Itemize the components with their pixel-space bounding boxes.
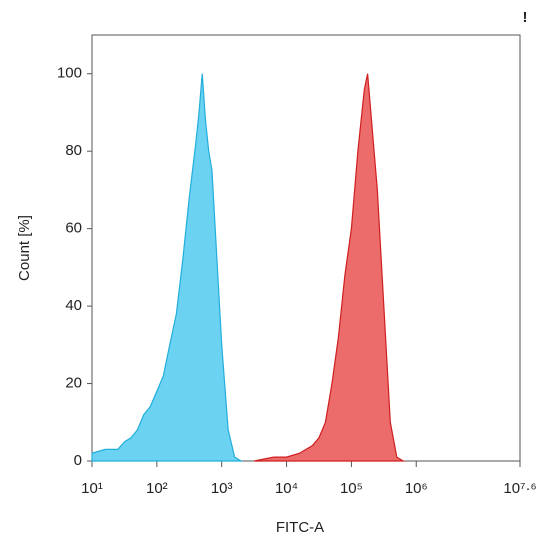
y-tick-label: 0 bbox=[74, 452, 82, 469]
x-tick-label: 10³ bbox=[211, 480, 233, 497]
x-axis-label: FITC-A bbox=[276, 519, 324, 536]
x-tick-label: 10⁶ bbox=[405, 480, 428, 497]
x-tick-label: 10¹ bbox=[81, 480, 103, 497]
y-tick-label: 80 bbox=[65, 142, 82, 159]
annotation: ! bbox=[523, 9, 528, 26]
histogram-area bbox=[254, 73, 406, 462]
y-tick-label: 40 bbox=[65, 297, 82, 314]
x-tick-label: 10⁷·⁶ bbox=[503, 480, 536, 497]
y-tick-label: 60 bbox=[65, 220, 82, 237]
histogram-area bbox=[91, 73, 244, 462]
x-tick-label: 10² bbox=[146, 480, 168, 497]
x-tick-label: 10⁵ bbox=[340, 480, 363, 497]
x-tick-label: 10⁴ bbox=[275, 480, 298, 497]
y-tick-label: 20 bbox=[65, 375, 82, 392]
y-tick-label: 100 bbox=[57, 65, 82, 82]
y-axis-label: Count [%] bbox=[16, 215, 33, 281]
